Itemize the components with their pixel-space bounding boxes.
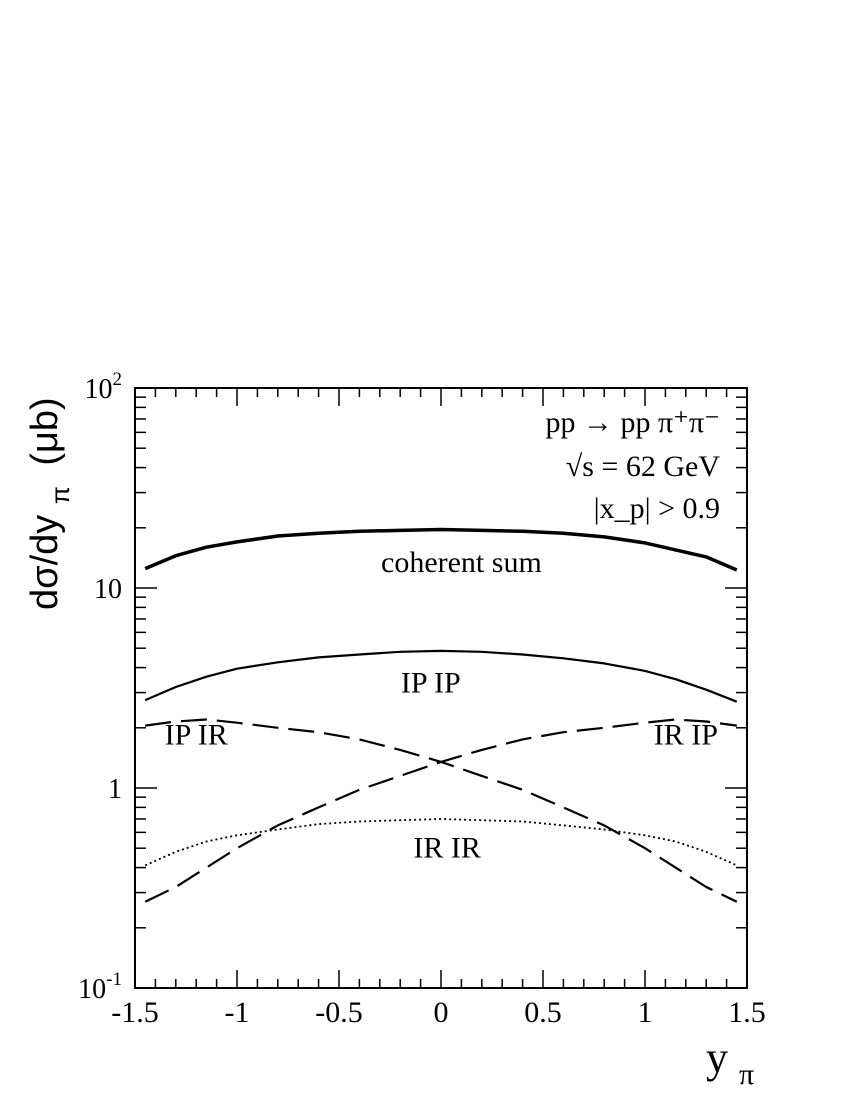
y-tick-label: 10 [94, 574, 122, 605]
energy-annotation: √s = 62 GeV [566, 450, 721, 483]
axis-ticks [134, 388, 748, 989]
y-axis-label-sub: π [45, 486, 75, 504]
curve-ir-ir [144, 818, 738, 867]
y-tick-label: 102 [85, 369, 123, 405]
process-annotation: pp → pp π⁺π⁻ [546, 406, 720, 439]
y-tick-label: 10-1 [78, 969, 122, 1005]
x-tick-label: 1 [638, 996, 653, 1029]
curve-ir-ip [144, 718, 737, 903]
curve-labels: coherent sum IP IP IP IR IR IP IR IR [165, 546, 718, 864]
x-tick-label: -0.5 [315, 996, 363, 1029]
x-axis-label: y π [706, 1033, 754, 1091]
curve-coherent-sum [144, 527, 738, 572]
curve-ip-ir [145, 718, 738, 903]
y-axis-label-main: dσ/dy [24, 515, 66, 610]
y-axis-label: dσ/dy π (μb) [24, 397, 78, 610]
curve-ip-ip [144, 649, 738, 703]
x-axis-label-main: y [706, 1033, 728, 1082]
x-tick-label: -1 [225, 996, 250, 1029]
y-tick-label: 1 [108, 774, 122, 805]
y-axis-label-unit: (μb) [24, 397, 66, 465]
x-tick-label: 1.5 [728, 996, 766, 1029]
curve-label-ip-ip: IP IP [401, 667, 461, 700]
axis-tick-labels: -1.5 -1 -0.5 0 0.5 1 1.5 10-1 1 10 102 [78, 369, 766, 1029]
curve-label-ir-ir: IR IR [413, 831, 481, 864]
curve-label-coherent-sum: coherent sum [381, 546, 542, 579]
cut-annotation: |x_p| > 0.9 [594, 492, 720, 525]
x-tick-label: 0.5 [524, 996, 562, 1029]
curves [144, 527, 738, 903]
x-axis-label-sub: π [739, 1058, 754, 1091]
curve-label-ir-ip: IR IP [654, 719, 718, 752]
x-tick-label: -1.5 [111, 996, 159, 1029]
curve-label-ip-ir: IP IR [165, 719, 228, 752]
x-tick-label: 0 [434, 996, 449, 1029]
